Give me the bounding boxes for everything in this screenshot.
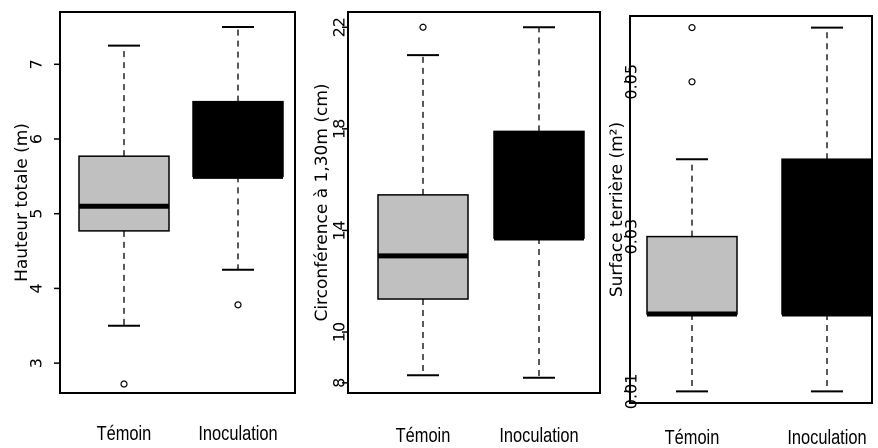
- x-category-label: Inoculation: [198, 421, 277, 444]
- box-rect: [377, 194, 469, 300]
- outlier-point: [419, 23, 427, 31]
- x-category-label: Témoin: [97, 421, 152, 444]
- box-inoculation: [493, 26, 585, 379]
- x-category-label: Inoculation: [499, 423, 578, 446]
- y-axis-label: Circonférence à 1,30m (cm): [312, 83, 332, 321]
- x-category-label: Inoculation: [787, 425, 866, 448]
- box-rect: [781, 158, 873, 315]
- y-tick-label: 14: [330, 220, 349, 240]
- box-inoculation: [781, 26, 873, 393]
- y-axis-label: Hauteur totale (m): [12, 123, 32, 282]
- plot-frame: [347, 11, 601, 394]
- y-tick-label: 0.05: [622, 64, 641, 100]
- y-tick-label: 5: [27, 209, 46, 219]
- outlier-point: [688, 78, 696, 86]
- box-rect: [646, 235, 738, 315]
- y-axis-label: Surface terrière (m²): [607, 122, 627, 297]
- x-category-label: Témoin: [665, 425, 720, 448]
- y-tick-label: 18: [330, 119, 349, 139]
- chart-panel-3: 0.01 0.03 0.05 Surface terrière (m²) Témoin I…: [607, 15, 873, 448]
- chart-panel-2: 8 10 14 18 22 Circonférence à 1,30m (cm) Témoi…: [312, 11, 601, 446]
- y-tick-label: 0.03: [622, 219, 641, 255]
- box-rect: [192, 100, 284, 178]
- y-tick-label: 6: [27, 134, 46, 144]
- plot-frame: [59, 11, 296, 394]
- outlier-point: [688, 24, 696, 32]
- x-category-label: Témoin: [396, 423, 451, 446]
- y-tick-label: 10: [330, 322, 349, 342]
- outlier-point: [120, 380, 128, 388]
- box-temoin: [377, 23, 469, 377]
- y-tick-label: 3: [27, 358, 46, 368]
- y-tick-label: 4: [27, 283, 46, 293]
- y-tick-label: 22: [330, 17, 349, 37]
- chart-panel-1: 3 4 5 6 7 Hauteur totale (m) Témoin Inoculation: [12, 11, 296, 444]
- y-tick-label: 7: [27, 59, 46, 69]
- box-temoin: [78, 44, 170, 388]
- y-tick-label: 8: [330, 378, 349, 388]
- box-inoculation: [192, 25, 284, 309]
- outlier-point: [234, 301, 242, 309]
- y-tick-label: 0.01: [622, 374, 641, 410]
- box-rect: [78, 155, 170, 232]
- box-temoin: [646, 24, 738, 393]
- box-rect: [493, 130, 585, 239]
